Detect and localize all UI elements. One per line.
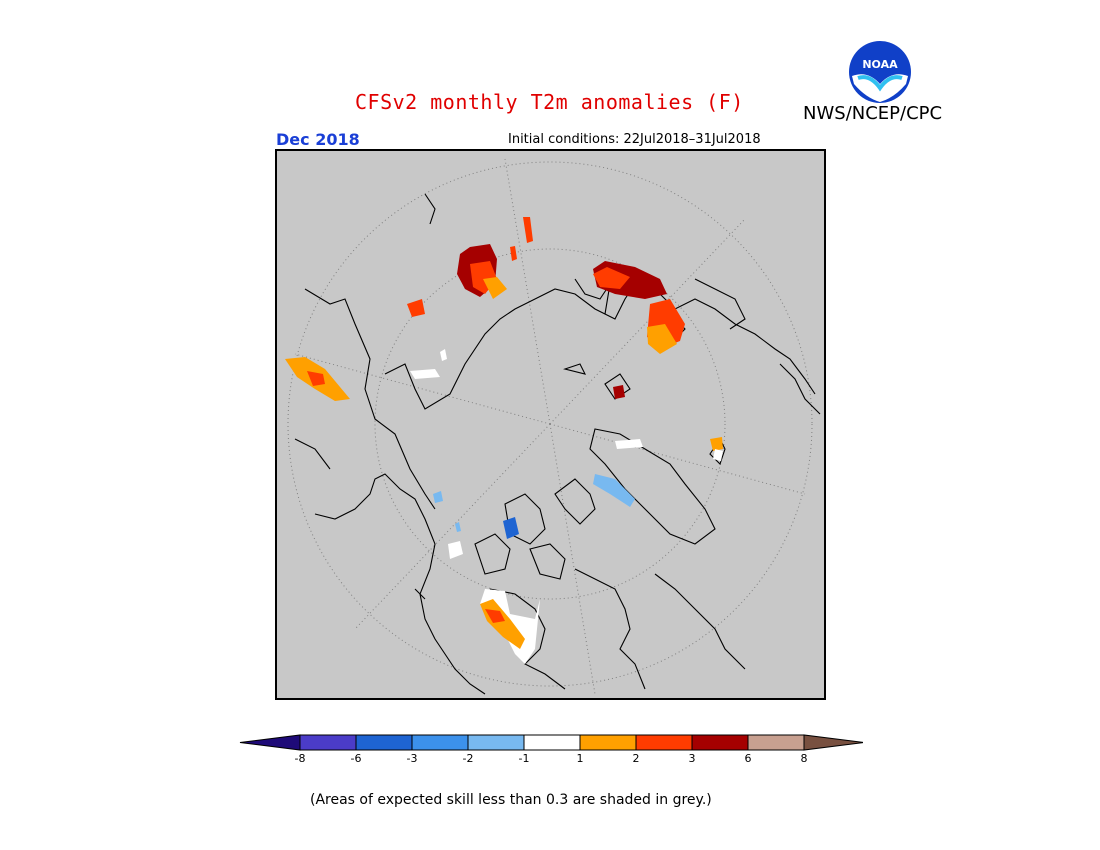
anomaly-patch-mild-cool [433, 491, 443, 503]
anomaly-patch-mild-warm [647, 324, 677, 354]
legend-tick-label: -3 [407, 752, 418, 765]
legend-tick-label: -2 [463, 752, 474, 765]
anomaly-patch-warm [407, 299, 425, 317]
anomaly-patch-mild-warm [483, 277, 507, 299]
anomaly-patch-mild-cool [455, 522, 461, 532]
anomaly-patch-neutral [713, 449, 723, 461]
legend-tick-label: 3 [689, 752, 696, 765]
legend-arrow-low [239, 734, 301, 751]
noaa-logo-text: NOAA [862, 58, 898, 71]
noaa-logo: NOAA [848, 40, 912, 104]
chart-title: CFSv2 monthly T2m anomalies (F) [355, 90, 744, 114]
legend-swatch [691, 734, 749, 751]
color-legend: -8 -6 -3 -2 -1 1 2 3 6 8 [238, 730, 865, 770]
anomaly-patch-mild-cool [593, 474, 635, 507]
legend-swatch [579, 734, 637, 751]
legend-swatch [635, 734, 693, 751]
anomaly-patch-neutral [440, 349, 447, 361]
anomaly-patch-warm [593, 267, 630, 289]
legend-tick-label: 1 [577, 752, 584, 765]
legend-tick-label: -8 [295, 752, 306, 765]
anomaly-patch-warm [510, 246, 517, 261]
legend-swatch [523, 734, 581, 751]
legend-tick-label: 8 [801, 752, 808, 765]
anomaly-patch-warm [307, 371, 325, 386]
anomaly-patch-warm [485, 609, 505, 623]
initial-conditions: Initial conditions: 22Jul2018–31Jul2018 [508, 132, 761, 147]
legend-swatch [355, 734, 413, 751]
legend-tick-label: 6 [745, 752, 752, 765]
anomaly-patch-neutral [410, 369, 440, 379]
polar-map [275, 149, 826, 700]
graticule [287, 158, 813, 695]
legend-tick-label: -6 [351, 752, 362, 765]
anomaly-patch-neutral [615, 439, 643, 449]
anomaly-patch-cool [503, 517, 519, 539]
anomaly-patch-warm [523, 217, 533, 243]
legend-swatch [411, 734, 469, 751]
forecast-month: Dec 2018 [276, 130, 360, 149]
legend-tick-label: -1 [519, 752, 530, 765]
legend-swatch [747, 734, 805, 751]
legend-arrow-high [803, 734, 865, 751]
legend-swatch [467, 734, 525, 751]
skill-note: (Areas of expected skill less than 0.3 a… [310, 792, 712, 808]
anomaly-patch-mild-warm [710, 437, 723, 451]
anomaly-patch-strong-warm [613, 385, 625, 399]
legend-tick-label: 2 [633, 752, 640, 765]
legend-swatch [299, 734, 357, 751]
anomaly-patches [285, 217, 723, 664]
anomaly-patch-neutral [448, 541, 463, 559]
agency-label: NWS/NCEP/CPC [803, 103, 943, 124]
